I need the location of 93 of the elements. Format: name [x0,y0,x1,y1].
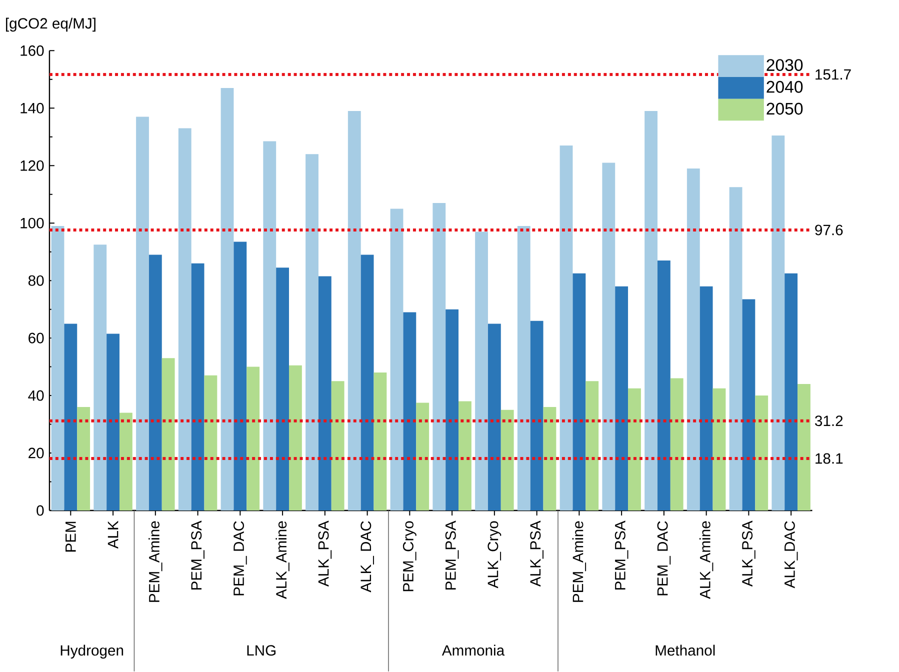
x-tick-label: PEM_PSA [445,520,459,590]
y-axis-title: [gCO2 eq/MJ] [6,18,96,32]
bar [475,232,488,510]
bar [700,286,713,510]
text: Ammonia [442,644,505,656]
bar [318,276,332,510]
bar [263,140,276,510]
x-tick-label: PEM [66,522,76,552]
bar [331,380,344,510]
bar [191,263,204,510]
bar [360,254,374,510]
bar [306,154,318,510]
x-tick-label: ALK_PSA [742,520,756,586]
bar [500,410,514,510]
x-tick-label: ALK_Amine [699,521,714,599]
bar [572,273,586,510]
bar [657,260,670,510]
bar [586,380,599,510]
bar [670,378,684,510]
bar [432,202,446,510]
bar [403,312,416,510]
bar [784,273,798,510]
text: Hydrogen [60,644,124,658]
legend-label: 2040 [766,80,803,93]
bar [458,401,472,510]
y-tick-label: 160 [20,45,44,56]
legend-label: 2030 [766,58,803,71]
x-tick-label: PEM_ DAC [234,521,247,596]
x-tick-label: ALK_ DAC [360,521,374,592]
x-tick-label: ALK [108,520,118,548]
bar [755,395,768,510]
x-tick-label: PEM_PSA [191,520,204,590]
bar [348,110,361,510]
bar [742,299,756,510]
bar [94,244,107,510]
y-tick-label: 0 [36,505,44,516]
bar [234,242,247,510]
bar [106,334,120,510]
bar [686,168,700,510]
bar [289,365,302,510]
x-tick-label: PEM_Amine [148,521,162,602]
bar [51,226,64,510]
text: LNG [247,644,276,656]
x-tick-label: ALK_PSA [318,520,332,586]
bar [178,128,192,510]
ref-line-label: 18.1 [816,453,843,464]
y-tick-label: 120 [20,160,44,171]
x-tick-label: ALK_Cryo [488,521,502,588]
x-tick-label: ALK_PSA [530,520,544,586]
legend-label: 2050 [766,102,803,114]
y-tick-label: 140 [20,102,44,114]
ref-line-label: 97.6 [815,224,843,236]
y-tick-label: 40 [28,390,44,401]
y-tick-label: 100 [20,218,44,228]
bar [64,323,78,510]
x-tick-label: PEM_PSA [614,520,628,590]
bar [488,323,501,510]
x-tick-label: PEM_Amine [572,521,586,602]
bar [798,384,810,510]
bar [560,145,573,510]
bar [77,406,90,510]
x-tick-label: ALK_DAC [784,521,798,588]
bar [162,358,175,510]
ref-line-label: 31.2 [815,415,843,426]
y-tick-label: 60 [28,332,44,344]
bar [772,135,785,510]
ref-line-label: 151.7 [816,69,851,80]
bar [204,375,218,510]
bar [136,116,149,510]
bar [644,110,658,510]
bar [390,208,404,510]
bar [543,406,556,510]
y-tick-label: 80 [28,275,44,286]
text: Methanol [656,644,715,656]
bar [276,267,289,510]
x-tick-label: PEM_Cryo [402,521,416,591]
y-tick-label: 20 [28,448,44,458]
bar [416,402,430,510]
bar [119,412,132,510]
bar [446,309,459,510]
bar [220,88,234,510]
bar [628,388,641,510]
bar [246,366,260,510]
bar [729,186,742,510]
bar [517,226,530,510]
x-tick-label: ALK_Amine [276,521,290,599]
bar [374,372,387,510]
bar [148,254,162,510]
bar [602,162,616,510]
bar [615,286,628,510]
bar [712,388,726,510]
bar [530,320,544,510]
x-tick-label: PEM_ DAC [657,521,671,596]
